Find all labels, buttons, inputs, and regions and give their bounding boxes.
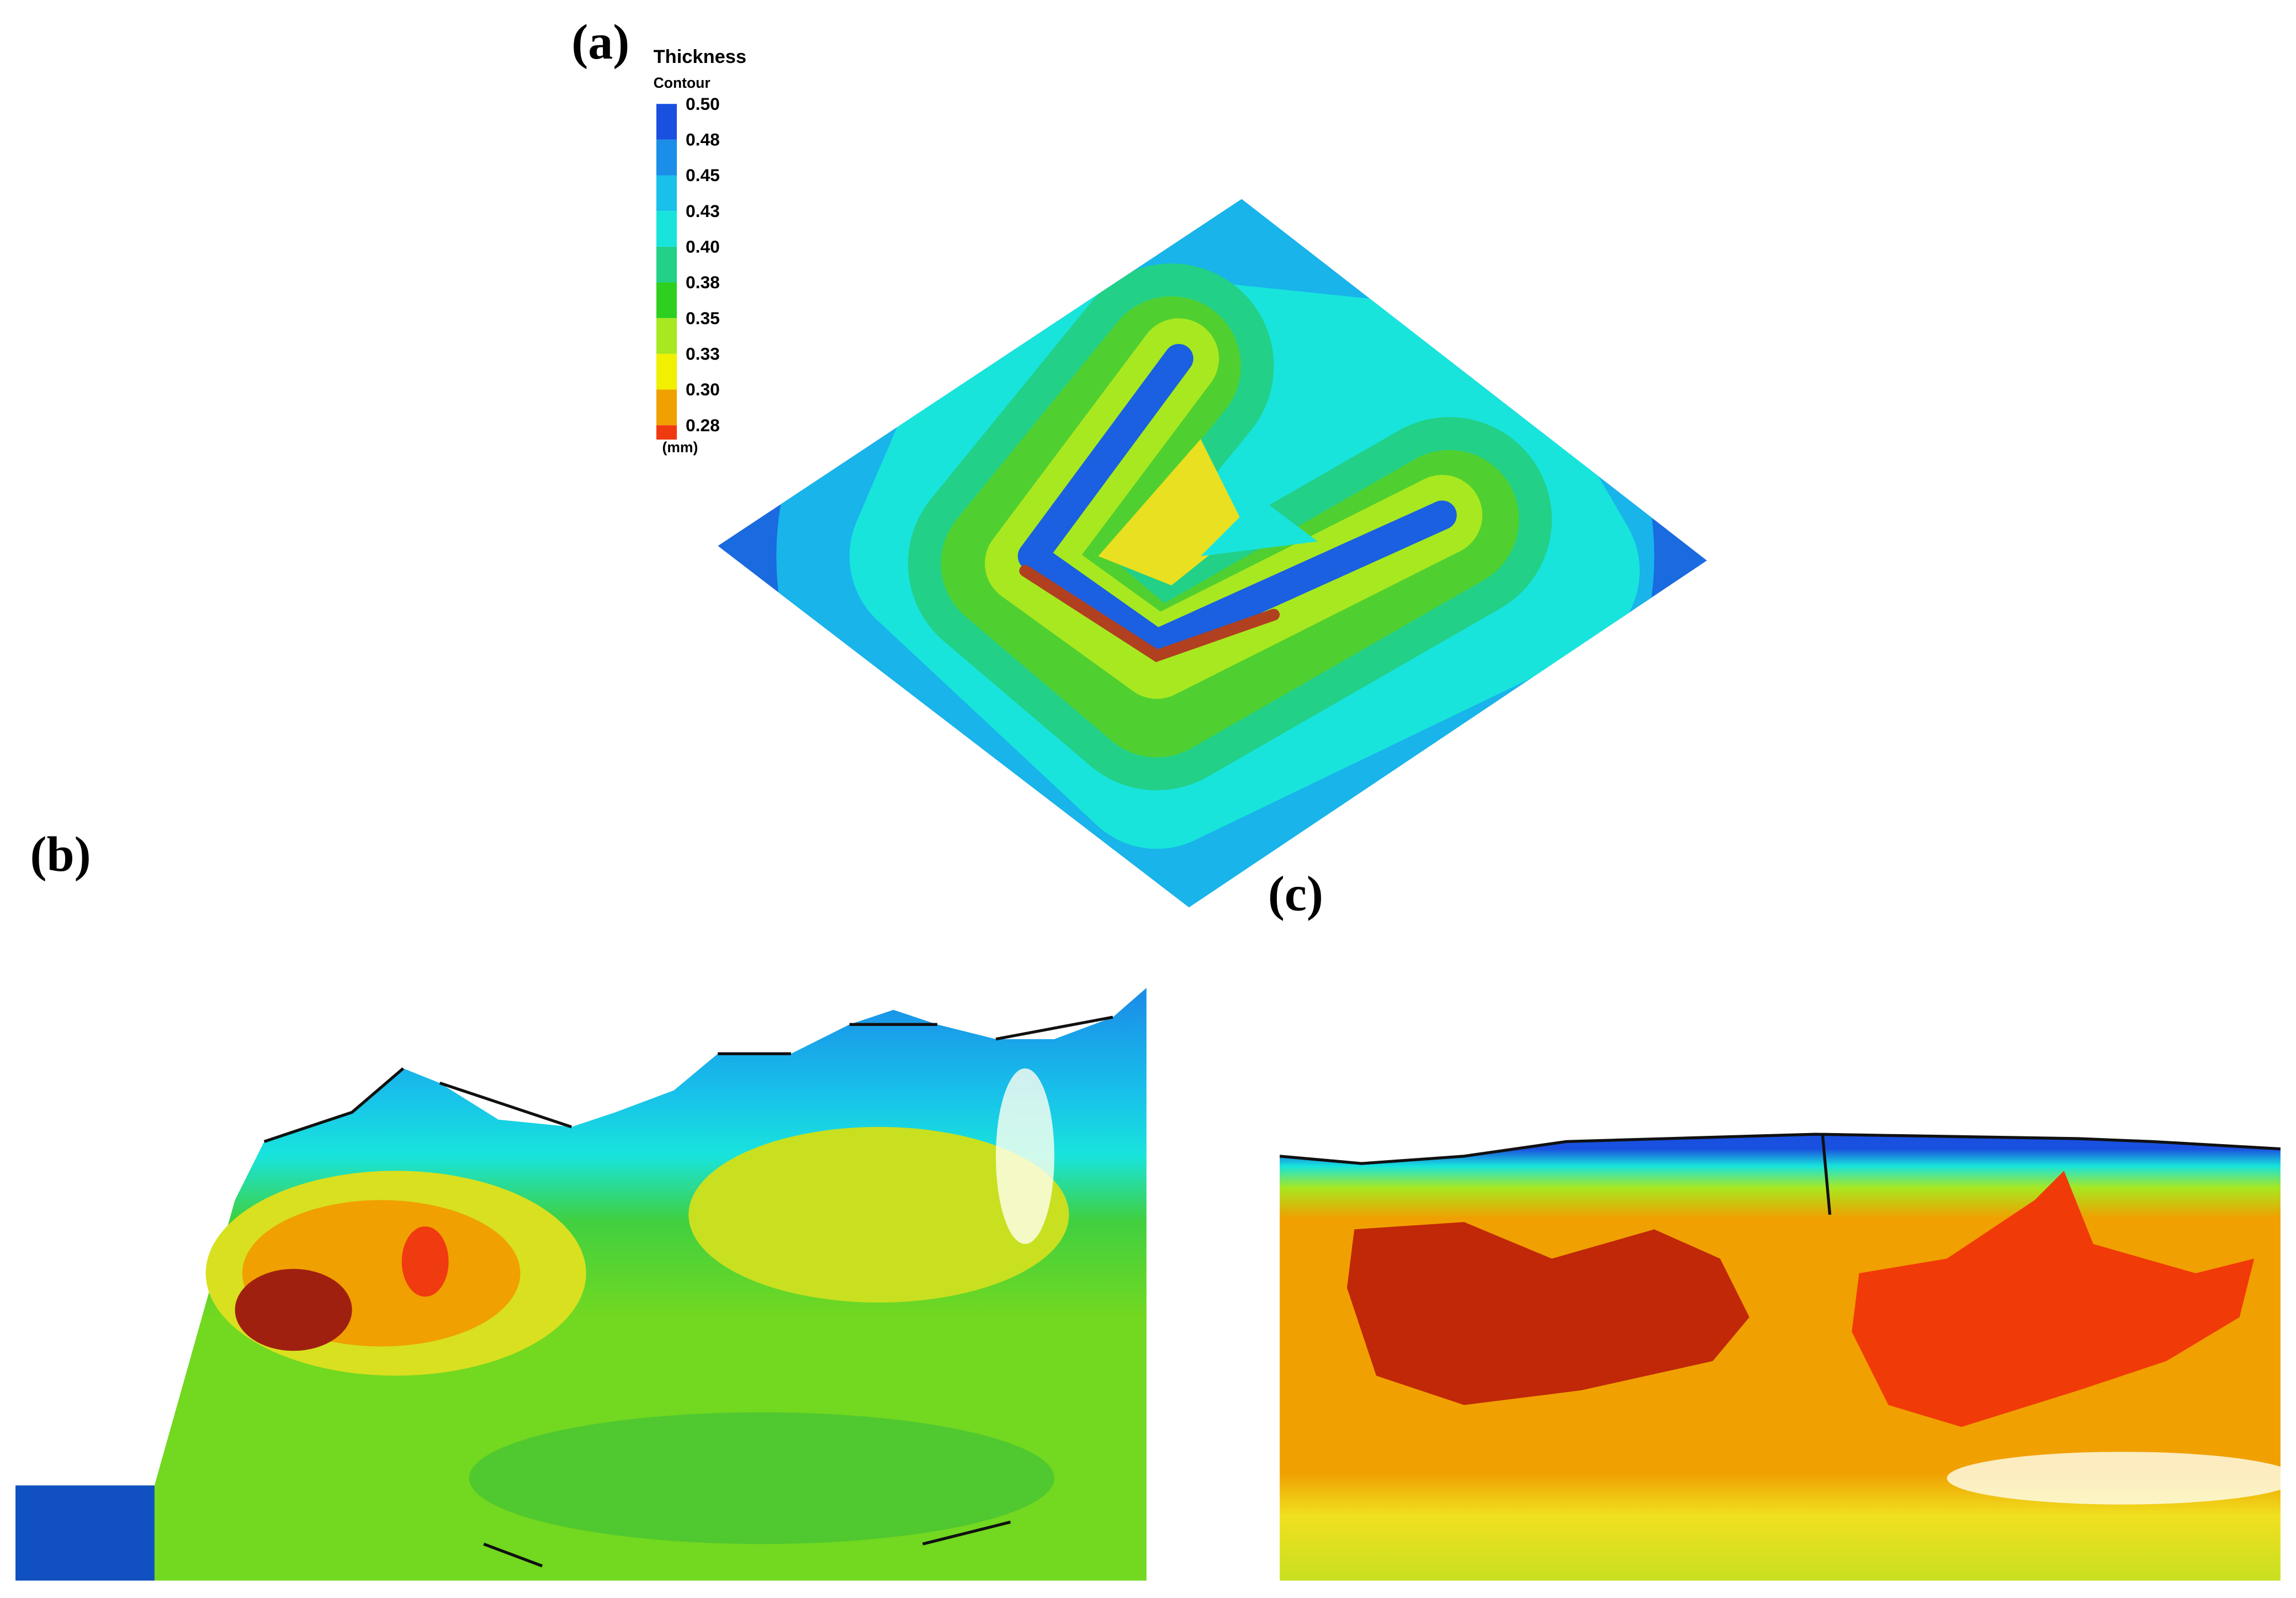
legend-label: 0.40 <box>686 236 720 256</box>
legend-swatch <box>656 282 677 319</box>
legend-swatch <box>656 318 677 354</box>
legend-swatch <box>656 389 677 426</box>
legend-label: 0.45 <box>686 165 720 185</box>
legend-unit: (mm) <box>662 439 698 456</box>
legend-swatch <box>656 104 677 140</box>
legend-swatch <box>656 246 677 283</box>
legend-label: 0.28 <box>686 415 720 435</box>
legend-title: Thickness <box>654 46 746 67</box>
legend-label: 0.50 <box>686 94 720 114</box>
panel-label: (c) <box>1268 867 1323 922</box>
panel-b-render <box>15 988 1147 1581</box>
legend-label: 0.38 <box>686 272 720 292</box>
legend-label: 0.43 <box>686 201 720 221</box>
legend-swatch <box>656 175 677 211</box>
legend-swatch <box>656 139 677 176</box>
legend-label: 0.35 <box>686 308 720 328</box>
legend-items: 0.50 0.48 0.45 0.43 0.40 0.38 0.35 0.33 0.30 0.28 <box>656 94 720 440</box>
legend-swatch <box>656 353 677 390</box>
legend-label: 0.30 <box>686 379 720 399</box>
panel-label: (b) <box>30 827 91 882</box>
panel-a-render <box>718 199 1707 908</box>
legend-swatch <box>656 211 677 247</box>
legend-subtitle: Contour <box>654 75 710 91</box>
panel-c-render <box>1280 1133 2281 1581</box>
legend: Thickness Contour (mm) 0.500.480.450.430… <box>654 46 746 456</box>
legend-label: 0.48 <box>686 129 720 149</box>
panel-label: (a) <box>571 15 629 70</box>
legend-label: 0.33 <box>686 343 720 363</box>
legend-swatch <box>656 425 677 440</box>
